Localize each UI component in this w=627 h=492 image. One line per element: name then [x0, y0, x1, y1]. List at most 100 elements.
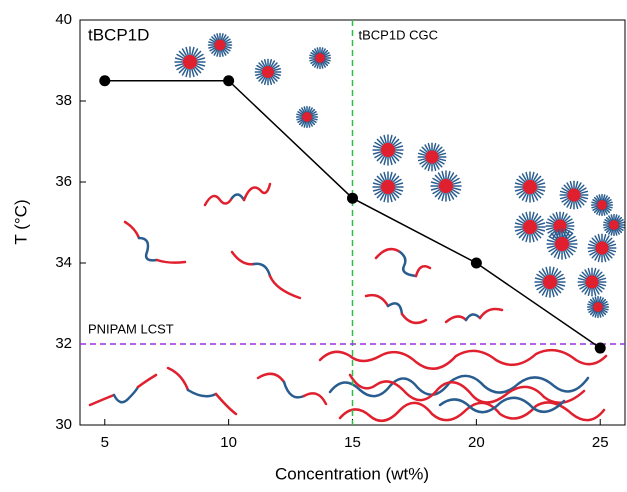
micelle-arm	[314, 48, 319, 55]
micelle-arm	[195, 62, 206, 67]
micelle-core	[567, 188, 581, 202]
micelle-arm	[419, 149, 428, 155]
micelle-arm	[393, 145, 404, 150]
micelle-arm	[541, 286, 548, 296]
micelle-arm	[534, 229, 544, 236]
micelle-arm	[392, 141, 402, 148]
micelle-arm	[562, 213, 568, 222]
micelle-arm	[190, 67, 195, 78]
micelle-arm	[258, 62, 265, 69]
micelle	[207, 32, 233, 58]
micelle-arm	[310, 118, 317, 123]
micelle-arm	[432, 177, 442, 184]
micelle-arm	[224, 41, 232, 45]
micelle-core	[214, 39, 226, 51]
micelle-arm	[594, 235, 600, 244]
micelle-arm	[314, 61, 319, 68]
micelle-arm	[451, 186, 462, 191]
micelle-arm	[574, 180, 579, 190]
y-tick-label: 30	[55, 416, 72, 433]
micelle-arm	[587, 303, 595, 307]
micelle-arm	[391, 153, 400, 162]
micelle-arm	[211, 36, 218, 43]
micelle-arm	[545, 266, 550, 277]
y-tick-label: 38	[55, 92, 72, 109]
micelle-arm	[604, 196, 611, 203]
micelle-arm	[597, 277, 607, 282]
micelle-core	[595, 241, 609, 255]
micelle-arm	[437, 190, 444, 200]
micelle-arm	[376, 153, 385, 162]
micelle-arm	[263, 76, 268, 85]
micelle-core	[593, 302, 603, 312]
micelle-arm	[256, 74, 264, 80]
micelle-arm	[603, 195, 608, 202]
micelle-arm	[449, 189, 458, 198]
micelle	[430, 170, 462, 202]
micelle	[590, 193, 614, 217]
micelle-arm	[323, 59, 330, 64]
micelle	[295, 105, 319, 129]
micelle-arm	[589, 309, 596, 316]
micelle-arm	[213, 48, 219, 56]
micelle-arm	[615, 228, 620, 235]
micelle	[372, 134, 404, 166]
micelle-arm	[303, 120, 307, 128]
micelle-arm	[521, 213, 528, 223]
micelle-arm	[534, 189, 544, 196]
micelle-arm	[525, 192, 530, 203]
micelle-arm	[560, 211, 565, 221]
reference-label: PNIPAM LCST	[88, 321, 174, 336]
micelle-arm	[432, 142, 437, 152]
micelle-arm	[605, 237, 613, 245]
micelle-arm	[536, 284, 546, 291]
micelle-core	[315, 53, 325, 63]
micelle-arm	[322, 60, 329, 67]
micelle-arm	[541, 268, 548, 278]
micelle-arm	[301, 107, 306, 114]
micelle-arm	[579, 195, 589, 200]
micelle-arm	[255, 72, 264, 77]
micelle-arm	[608, 215, 613, 222]
micelle-arm	[316, 47, 320, 55]
micelle-arm	[530, 232, 535, 243]
micelle-arm	[221, 48, 227, 56]
micelle-arm	[601, 301, 608, 306]
micelle-arm	[208, 41, 216, 45]
micelle-arm	[577, 282, 587, 287]
micelle-arm	[308, 107, 313, 114]
micelle	[174, 46, 206, 78]
micelle-arm	[379, 191, 386, 201]
micelle-arm	[432, 188, 442, 195]
micelle-arm	[589, 240, 598, 246]
micelle-arm	[192, 48, 199, 58]
micelle	[254, 58, 282, 86]
micelle-arm	[309, 108, 316, 115]
micelle-arm	[563, 215, 571, 223]
micelle-arm	[600, 298, 607, 305]
micelle-arm	[569, 180, 574, 190]
micelle-arm	[321, 61, 326, 68]
micelle-arm	[185, 67, 190, 78]
micelle-arm	[532, 191, 539, 201]
micelle-arm	[564, 230, 571, 240]
micelle-arm	[222, 47, 229, 54]
micelle-arm	[434, 161, 440, 170]
micelle-arm	[190, 46, 195, 57]
micelle-arm	[448, 190, 455, 200]
micelle-arm	[538, 285, 547, 294]
micelle-core	[302, 112, 312, 122]
micelle-arm	[594, 252, 600, 261]
micelle-arm	[450, 177, 460, 184]
micelle-arm	[309, 119, 316, 126]
micelle-arm	[424, 161, 430, 170]
micelle-arm	[209, 46, 217, 52]
x-tick-label: 5	[101, 434, 109, 451]
micelle-arm	[307, 106, 311, 114]
micelle-arm	[557, 228, 562, 239]
micelle-arm	[587, 267, 592, 277]
micelle-arm	[309, 58, 317, 62]
micelle-arm	[437, 152, 447, 157]
micelle-arm	[430, 186, 441, 191]
micelle-arm	[561, 187, 570, 193]
